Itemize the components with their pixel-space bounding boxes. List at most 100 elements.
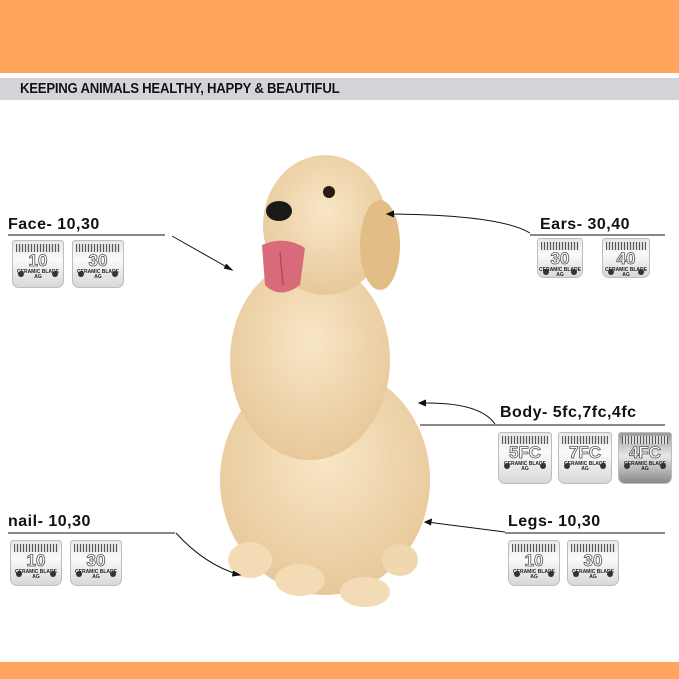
screw-icon	[78, 271, 84, 277]
blade-number: 30	[583, 551, 603, 571]
top-orange-band	[0, 0, 679, 73]
screw-icon	[543, 269, 549, 275]
blade-brand: CERAMIC BLADE	[15, 569, 57, 575]
blade-brand: CERAMIC BLADE	[504, 461, 546, 467]
blade-sub: AG	[521, 466, 529, 472]
tagline-band	[0, 78, 679, 100]
blade-text: CERAMIC BLADE AG	[559, 462, 611, 472]
nail-label: nail- 10,30	[8, 513, 91, 530]
blade-brand: CERAMIC BLADE	[572, 569, 614, 575]
blade-text: CERAMIC BLADE AG	[619, 462, 671, 472]
blade-number: 10	[28, 251, 48, 271]
blade-teeth	[571, 544, 615, 552]
screw-icon	[573, 571, 579, 577]
blade-4fc: 4FC CERAMIC BLADE AG	[618, 432, 672, 484]
blade-text: CERAMIC BLADE AG	[509, 570, 559, 580]
blade-number: 4FC	[628, 443, 662, 463]
ears-label: Ears- 30,40	[540, 216, 631, 233]
screw-icon	[638, 269, 644, 275]
screw-icon	[540, 463, 546, 469]
screw-icon	[624, 463, 630, 469]
blade-sub: AG	[589, 574, 597, 580]
blade-7fc: 7FC CERAMIC BLADE AG	[558, 432, 612, 484]
screw-icon	[16, 571, 22, 577]
blade-text: CERAMIC BLADE AG	[11, 570, 61, 580]
blade-number: 30	[88, 251, 108, 271]
blade-5fc: 5FC CERAMIC BLADE AG	[498, 432, 552, 484]
dog-image	[220, 155, 430, 607]
blade-teeth	[605, 242, 647, 250]
screw-icon	[112, 271, 118, 277]
blade-teeth	[622, 436, 668, 444]
blade-text: CERAMIC BLADE AG	[71, 570, 121, 580]
screw-icon	[607, 571, 613, 577]
blade-number: 30	[86, 551, 106, 571]
blade-text: CERAMIC BLADE AG	[13, 270, 63, 280]
blade-number: 10	[26, 551, 46, 571]
screw-icon	[571, 269, 577, 275]
blade-brand: CERAMIC BLADE	[605, 267, 647, 273]
blade-40: 40 CERAMIC BLADE AG	[602, 238, 650, 278]
blade-10: 10 CERAMIC BLADE AG	[10, 540, 62, 586]
blade-sub: AG	[556, 272, 564, 278]
tagline: KEEPING ANIMALS HEALTHY, HAPPY & BEAUTIF…	[20, 80, 340, 97]
blade-number: 5FC	[508, 443, 542, 463]
blade-sub: AG	[622, 272, 630, 278]
screw-icon	[608, 269, 614, 275]
blade-brand: CERAMIC BLADE	[77, 269, 119, 275]
blade-30: 30 CERAMIC BLADE AG	[567, 540, 619, 586]
face-label: Face- 10,30	[8, 216, 100, 233]
blade-sub: AG	[530, 574, 538, 580]
blade-teeth	[76, 244, 120, 252]
blade-text: CERAMIC BLADE AG	[499, 462, 551, 472]
screw-icon	[564, 463, 570, 469]
blade-sub: AG	[34, 274, 42, 280]
blade-text: CERAMIC BLADE AG	[603, 268, 649, 278]
screw-icon	[660, 463, 666, 469]
blade-number: 40	[616, 249, 636, 269]
blade-text: CERAMIC BLADE AG	[538, 268, 582, 278]
blade-30: 30 CERAMIC BLADE AG	[537, 238, 583, 278]
blade-text: CERAMIC BLADE AG	[73, 270, 123, 280]
blade-sub: AG	[581, 466, 589, 472]
blade-brand: CERAMIC BLADE	[564, 461, 606, 467]
screw-icon	[110, 571, 116, 577]
blade-teeth	[512, 544, 556, 552]
blade-30: 30 CERAMIC BLADE AG	[72, 240, 124, 288]
blade-30: 30 CERAMIC BLADE AG	[70, 540, 122, 586]
blade-text: CERAMIC BLADE AG	[568, 570, 618, 580]
blade-10: 10 CERAMIC BLADE AG	[508, 540, 560, 586]
blade-number: 10	[524, 551, 544, 571]
blade-brand: CERAMIC BLADE	[513, 569, 555, 575]
blade-number: 30	[550, 249, 570, 269]
screw-icon	[600, 463, 606, 469]
screw-icon	[76, 571, 82, 577]
bottom-orange-band	[0, 662, 679, 679]
legs-label: Legs- 10,30	[508, 513, 601, 530]
screw-icon	[50, 571, 56, 577]
blade-brand: CERAMIC BLADE	[17, 269, 59, 275]
blade-teeth	[562, 436, 608, 444]
blade-teeth	[16, 244, 60, 252]
screw-icon	[514, 571, 520, 577]
blade-10: 10 CERAMIC BLADE AG	[12, 240, 64, 288]
screw-icon	[504, 463, 510, 469]
blade-brand: CERAMIC BLADE	[75, 569, 117, 575]
pointer-lines	[8, 210, 665, 577]
blade-sub: AG	[94, 274, 102, 280]
blade-brand: CERAMIC BLADE	[539, 267, 581, 273]
blade-number: 7FC	[568, 443, 602, 463]
blade-sub: AG	[641, 466, 649, 472]
body-label: Body- 5fc,7fc,4fc	[500, 404, 637, 421]
screw-icon	[18, 271, 24, 277]
blade-brand: CERAMIC BLADE	[624, 461, 666, 467]
blade-sub: AG	[92, 574, 100, 580]
blade-sub: AG	[32, 574, 40, 580]
blade-teeth	[502, 436, 548, 444]
blade-teeth	[74, 544, 118, 552]
screw-icon	[548, 571, 554, 577]
blade-teeth	[540, 242, 580, 250]
blade-teeth	[14, 544, 58, 552]
screw-icon	[52, 271, 58, 277]
